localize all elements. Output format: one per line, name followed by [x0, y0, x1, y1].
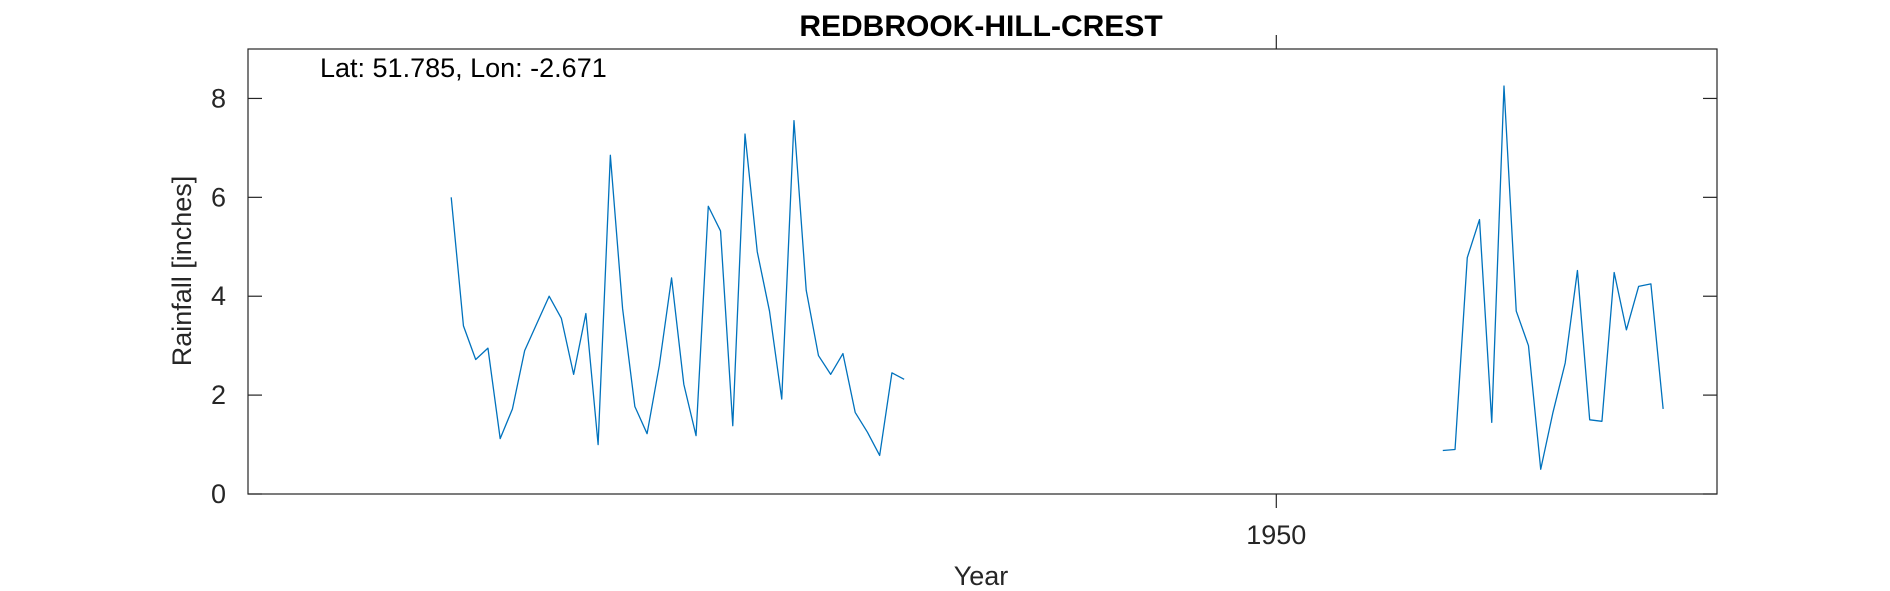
rainfall-series-line: [450, 120, 905, 457]
y-tick-label: 0: [211, 479, 226, 509]
chart-title: REDBROOK-HILL-CREST: [799, 10, 1162, 43]
y-tick-label: 8: [211, 83, 226, 113]
x-axis: 1950: [1246, 35, 1306, 550]
y-tick-label: 4: [211, 281, 226, 311]
y-tick-label: 2: [211, 380, 226, 410]
location-annotation: Lat: 51.785, Lon: -2.671: [320, 53, 607, 83]
x-axis-label: Year: [954, 561, 1009, 591]
x-tick-label: 1950: [1246, 520, 1306, 550]
y-tick-label: 6: [211, 182, 226, 212]
rainfall-series-line: [1442, 85, 1664, 470]
plot-area-frame: [247, 48, 1718, 495]
y-axis-label: Rainfall [inches]: [167, 176, 197, 367]
series-layer: [450, 85, 1664, 470]
y-axis: 0 2 4 6 8: [211, 83, 1717, 509]
